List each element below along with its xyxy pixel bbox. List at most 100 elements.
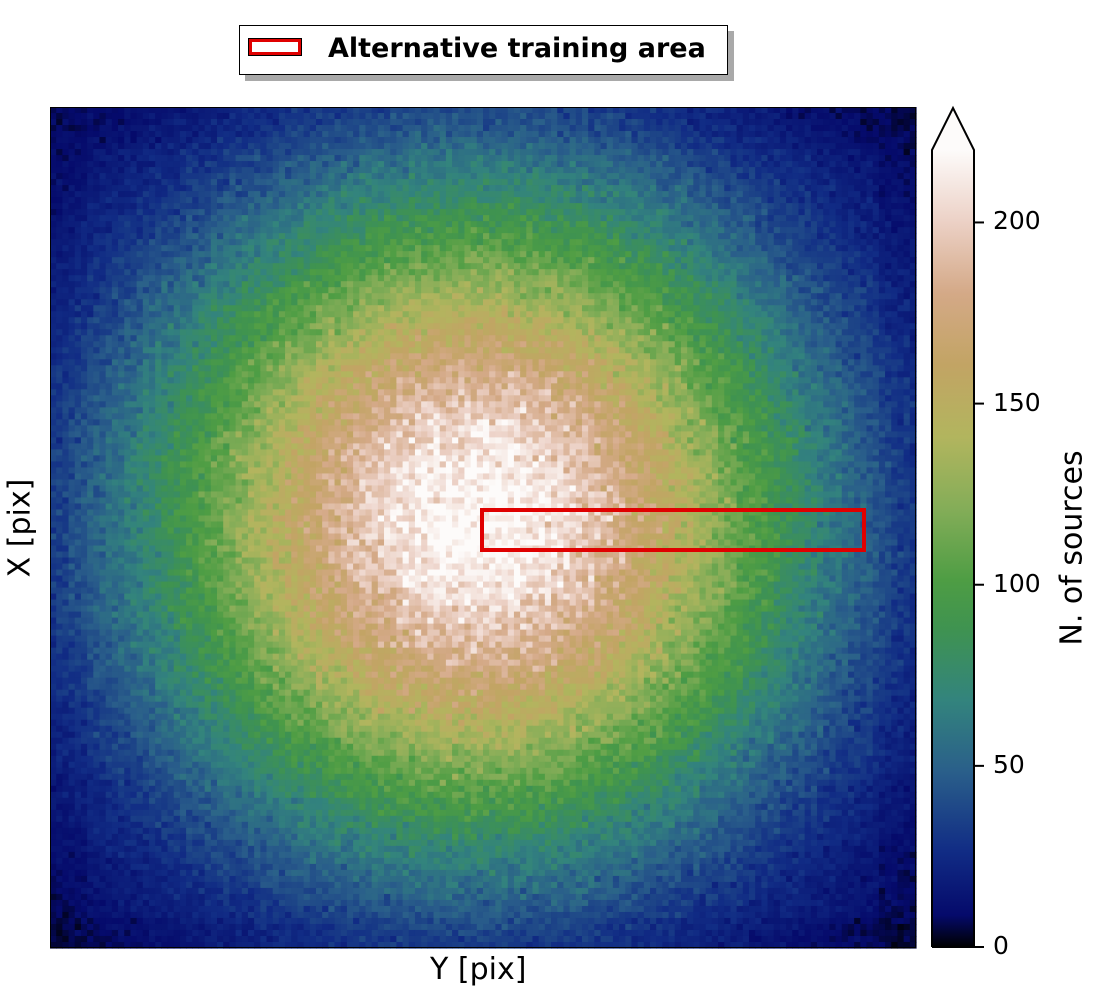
heatmap-cell <box>823 125 830 132</box>
heatmap-cell <box>836 167 843 174</box>
heatmap-cell <box>316 311 323 318</box>
heatmap-cell <box>211 215 218 222</box>
heatmap-cell <box>675 299 682 306</box>
heatmap-cell <box>687 155 694 162</box>
heatmap-cell <box>693 203 700 210</box>
heatmap-cell <box>897 215 904 222</box>
heatmap-cell <box>693 293 700 300</box>
heatmap-cell <box>774 287 781 294</box>
heatmap-cell <box>508 215 515 222</box>
heatmap-cell <box>570 233 577 240</box>
heatmap-cell <box>712 167 719 174</box>
heatmap-cell <box>81 251 88 258</box>
heatmap-cell <box>217 251 224 258</box>
heatmap-cell <box>112 161 119 168</box>
heatmap-cell <box>836 155 843 162</box>
heatmap-cell <box>434 143 441 150</box>
heatmap-cell <box>545 287 552 294</box>
heatmap-cell <box>774 269 781 276</box>
heatmap-cell <box>724 251 731 258</box>
heatmap-cell <box>619 275 626 282</box>
heatmap-cell <box>168 251 175 258</box>
heatmap-cell <box>471 209 478 216</box>
heatmap-cell <box>242 191 249 198</box>
heatmap-cell <box>867 281 874 288</box>
heatmap-cell <box>112 251 119 258</box>
heatmap-cell <box>607 305 614 312</box>
heatmap-cell <box>594 299 601 306</box>
heatmap-cell <box>557 161 564 168</box>
heatmap-cell <box>242 287 249 294</box>
heatmap-cell <box>93 209 100 216</box>
heatmap-cell <box>50 191 57 198</box>
heatmap-cell <box>681 233 688 240</box>
heatmap-cell <box>897 269 904 276</box>
heatmap-cell <box>897 293 904 300</box>
heatmap-cell <box>372 263 379 270</box>
heatmap-cell <box>786 167 793 174</box>
heatmap-cell <box>316 173 323 180</box>
heatmap-cell <box>273 281 280 288</box>
heatmap-cell <box>242 125 249 132</box>
heatmap-cell <box>836 143 843 150</box>
heatmap-cell <box>489 149 496 156</box>
heatmap-cell <box>867 143 874 150</box>
heatmap-cell <box>805 197 812 204</box>
heatmap-cell <box>254 281 261 288</box>
heatmap-cell <box>891 233 898 240</box>
heatmap-cell <box>155 203 162 210</box>
heatmap-cell <box>545 281 552 288</box>
heatmap-cell <box>106 281 113 288</box>
heatmap-cell <box>198 137 205 144</box>
heatmap-cell <box>347 317 354 324</box>
heatmap-cell <box>737 269 744 276</box>
heatmap-cell <box>613 161 620 168</box>
heatmap-cell <box>570 185 577 192</box>
heatmap-cell <box>811 251 818 258</box>
heatmap-cell <box>879 209 886 216</box>
heatmap-cell <box>242 185 249 192</box>
heatmap-cell <box>570 227 577 234</box>
heatmap-cell <box>761 119 768 126</box>
heatmap-cell <box>106 305 113 312</box>
heatmap-cell <box>613 275 620 282</box>
heatmap-cell <box>384 305 391 312</box>
heatmap-cell <box>155 143 162 150</box>
heatmap-cell <box>415 257 422 264</box>
heatmap-cell <box>279 161 286 168</box>
heatmap-cell <box>817 119 824 126</box>
heatmap-cell <box>619 299 626 306</box>
heatmap-cell <box>452 221 459 228</box>
heatmap-cell <box>304 245 311 252</box>
heatmap-cell <box>693 251 700 258</box>
heatmap-cell <box>761 113 768 120</box>
heatmap-cell <box>198 251 205 258</box>
heatmap-cell <box>879 275 886 282</box>
heatmap-cell <box>693 221 700 228</box>
heatmap-cell <box>854 161 861 168</box>
heatmap-cell <box>471 251 478 258</box>
heatmap-cell <box>297 209 304 216</box>
heatmap-cell <box>304 191 311 198</box>
heatmap-cell <box>427 305 434 312</box>
heatmap-cell <box>607 287 614 294</box>
heatmap-cell <box>798 197 805 204</box>
heatmap-cell <box>384 191 391 198</box>
heatmap-cell <box>409 233 416 240</box>
heatmap-cell <box>365 239 372 246</box>
heatmap-cell <box>316 125 323 132</box>
heatmap-cell <box>291 209 298 216</box>
heatmap-cell <box>229 233 236 240</box>
heatmap-cell <box>737 143 744 150</box>
heatmap-cell <box>650 269 657 276</box>
heatmap-cell <box>576 173 583 180</box>
heatmap-cell <box>786 149 793 156</box>
heatmap-cell <box>582 197 589 204</box>
heatmap-cell <box>223 245 230 252</box>
heatmap-cell <box>706 281 713 288</box>
heatmap-cell <box>168 143 175 150</box>
heatmap-cell <box>384 185 391 192</box>
heatmap-cell <box>359 179 366 186</box>
heatmap-cell <box>502 299 509 306</box>
heatmap-cell <box>675 311 682 318</box>
